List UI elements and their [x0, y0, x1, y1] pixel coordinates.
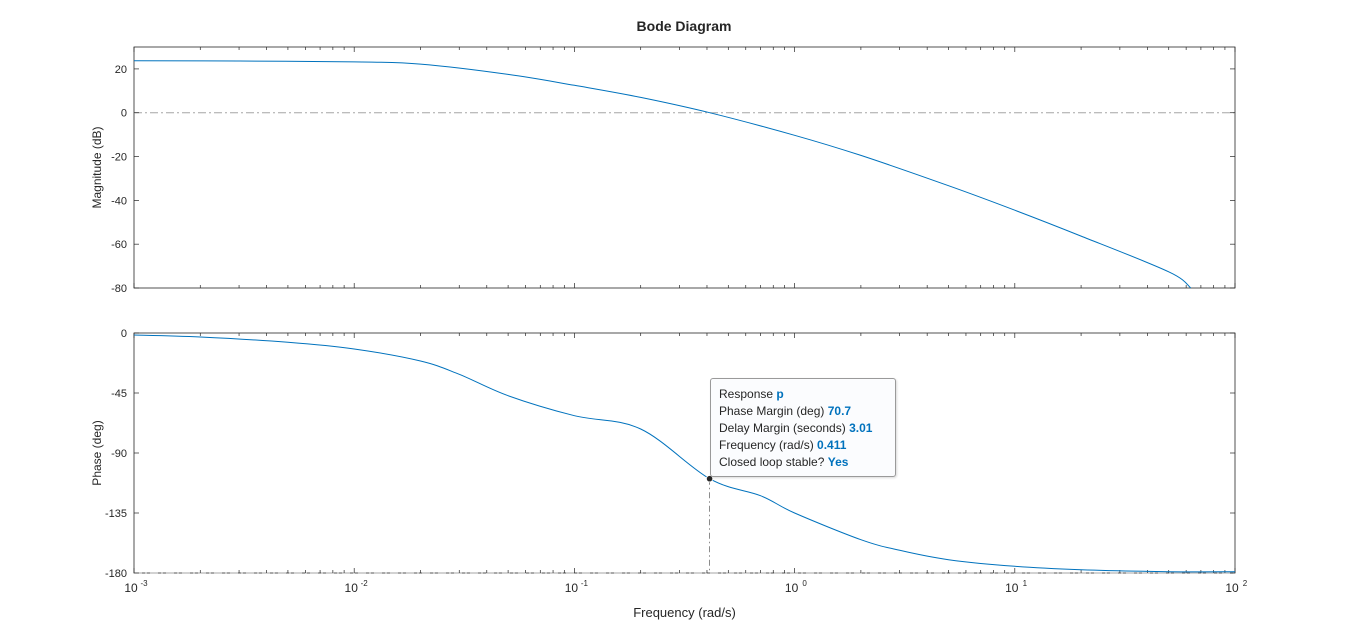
phase-xtick-exponent: 1	[1023, 579, 1028, 588]
datatip-phase-margin-value: 70.7	[827, 404, 852, 418]
phase-xtick-label: 10	[785, 581, 799, 595]
phase-xtick-exponent: 0	[802, 579, 807, 588]
phase-margin-marker	[705, 475, 714, 483]
datatip-response-label: Response	[719, 387, 774, 401]
magnitude-ytick-label: -20	[111, 152, 127, 164]
datatip-phase-margin-label: Phase Margin (deg)	[719, 404, 825, 418]
phase-series-line	[133, 334, 1236, 573]
datatip-delay-margin-value: 3.01	[849, 421, 873, 435]
datatip-stable-value: Yes	[827, 455, 849, 469]
magnitude-series-line	[133, 60, 1192, 289]
magnitude-plot-frame	[133, 46, 1236, 289]
phase-xtick-label: 10	[1225, 581, 1239, 595]
datatip-delay-margin-row: Delay Margin (seconds) 3.01	[719, 420, 895, 437]
magnitude-ytick-label: 0	[121, 108, 127, 120]
datatip-stable-row: Closed loop stable? Yes	[719, 454, 895, 471]
datatip[interactable]: Response p Phase Margin (deg) 70.7 Delay…	[710, 378, 896, 477]
magnitude-axes[interactable]: 20 0 -20 -40 -60 -80 Magnitude (dB)	[90, 46, 1236, 295]
phase-ytick-label: 0	[121, 328, 127, 340]
phase-ytick-label: -180	[105, 568, 127, 580]
phase-xtick-exponent: -1	[581, 579, 589, 588]
phase-xtick-exponent: -3	[140, 579, 148, 588]
phase-ytick-label: -135	[105, 508, 127, 520]
phase-xlabel: Frequency (rad/s)	[633, 605, 736, 620]
phase-xtick-exponent: 2	[1243, 579, 1248, 588]
phase-ylabel: Phase (deg)	[90, 420, 104, 485]
magnitude-ytick-label: -40	[111, 195, 127, 207]
figure-title: Bode Diagram	[637, 18, 732, 34]
magnitude-ylabel: Magnitude (dB)	[90, 126, 104, 208]
phase-plot-frame	[133, 332, 1236, 574]
magnitude-ytick-label: 20	[115, 64, 127, 76]
phase-ytick-label: -90	[111, 448, 127, 460]
datatip-delay-margin-label: Delay Margin (seconds)	[719, 421, 846, 435]
datatip-response-row: Response p	[719, 386, 895, 403]
datatip-response-value: p	[776, 387, 784, 401]
datatip-stable-label: Closed loop stable?	[719, 455, 825, 469]
datatip-frequency-row: Frequency (rad/s) 0.411	[719, 437, 895, 454]
magnitude-ytick-label: -80	[111, 283, 127, 295]
phase-ytick-label: -45	[111, 388, 127, 400]
phase-xtick-exponent: -2	[361, 579, 369, 588]
phase-xtick-label: 10	[124, 581, 138, 595]
datatip-frequency-label: Frequency (rad/s)	[719, 438, 814, 452]
phase-xtick-label: 10	[345, 581, 359, 595]
phase-xtick-label: 10	[1005, 581, 1019, 595]
magnitude-ytick-label: -60	[111, 239, 127, 251]
datatip-phase-margin-row: Phase Margin (deg) 70.7	[719, 403, 895, 420]
datatip-frequency-value: 0.411	[817, 438, 847, 452]
phase-xtick-label: 10	[565, 581, 579, 595]
